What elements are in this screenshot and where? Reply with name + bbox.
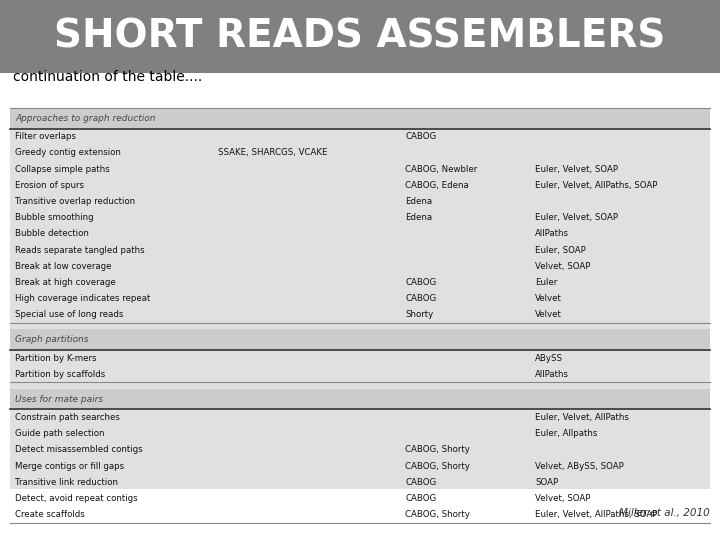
Text: Edena: Edena — [405, 213, 433, 222]
Text: CABOG: CABOG — [405, 494, 436, 503]
Text: Merge contigs or fill gaps: Merge contigs or fill gaps — [15, 462, 125, 470]
Text: Break at low coverage: Break at low coverage — [15, 262, 112, 271]
Text: Euler, Velvet, AllPaths, SOAP: Euler, Velvet, AllPaths, SOAP — [535, 181, 657, 190]
Text: continuation of the table....: continuation of the table.... — [13, 70, 202, 84]
Text: Euler, Allpaths: Euler, Allpaths — [535, 429, 598, 438]
Text: Euler, Velvet, SOAP: Euler, Velvet, SOAP — [535, 165, 618, 173]
Text: Uses for mate pairs: Uses for mate pairs — [15, 395, 103, 403]
Text: CABOG: CABOG — [405, 278, 436, 287]
Text: Transitive overlap reduction: Transitive overlap reduction — [15, 197, 135, 206]
Text: CABOG: CABOG — [405, 478, 436, 487]
Text: CABOG, Edena: CABOG, Edena — [405, 181, 469, 190]
Text: Filter overlaps: Filter overlaps — [15, 132, 76, 141]
Text: Create scaffolds: Create scaffolds — [15, 510, 85, 519]
Text: CABOG: CABOG — [405, 132, 436, 141]
Text: Detect, avoid repeat contigs: Detect, avoid repeat contigs — [15, 494, 138, 503]
Text: Euler, Velvet, SOAP: Euler, Velvet, SOAP — [535, 213, 618, 222]
Text: Guide path selection: Guide path selection — [15, 429, 104, 438]
Text: Transitive link reduction: Transitive link reduction — [15, 478, 118, 487]
Text: Bubble detection: Bubble detection — [15, 230, 89, 238]
Text: Edena: Edena — [405, 197, 433, 206]
Text: AllPaths: AllPaths — [535, 370, 569, 379]
Text: Reads separate tangled paths: Reads separate tangled paths — [15, 246, 145, 254]
Text: SOAP: SOAP — [535, 478, 558, 487]
Text: Velvet, SOAP: Velvet, SOAP — [535, 494, 590, 503]
Text: Detect misassembled contigs: Detect misassembled contigs — [15, 446, 143, 454]
Text: Velvet, SOAP: Velvet, SOAP — [535, 262, 590, 271]
Text: Greedy contig extension: Greedy contig extension — [15, 148, 121, 157]
Text: Special use of long reads: Special use of long reads — [15, 310, 124, 319]
Text: SSAKE, SHARCGS, VCAKE: SSAKE, SHARCGS, VCAKE — [218, 148, 328, 157]
Text: Collapse simple paths: Collapse simple paths — [15, 165, 110, 173]
Text: Break at high coverage: Break at high coverage — [15, 278, 116, 287]
Text: Shorty: Shorty — [405, 310, 433, 319]
Text: Erosion of spurs: Erosion of spurs — [15, 181, 84, 190]
Bar — [10, 108, 710, 489]
Text: Partition by K-mers: Partition by K-mers — [15, 354, 96, 362]
Text: Euler: Euler — [535, 278, 557, 287]
Bar — [10, 108, 710, 129]
Text: Miller et al., 2010: Miller et al., 2010 — [619, 508, 710, 518]
Text: Partition by scaffolds: Partition by scaffolds — [15, 370, 105, 379]
Bar — [0, 0, 720, 73]
Text: Velvet, ABySS, SOAP: Velvet, ABySS, SOAP — [535, 462, 624, 470]
Text: Graph partitions: Graph partitions — [15, 335, 89, 344]
Text: Constrain path searches: Constrain path searches — [15, 413, 120, 422]
Text: SHORT READS ASSEMBLERS: SHORT READS ASSEMBLERS — [54, 17, 666, 56]
Text: ABySS: ABySS — [535, 354, 563, 362]
Text: Bubble smoothing: Bubble smoothing — [15, 213, 94, 222]
Text: CABOG, Shorty: CABOG, Shorty — [405, 446, 470, 454]
Bar — [10, 389, 710, 409]
Text: Approaches to graph reduction: Approaches to graph reduction — [15, 114, 156, 123]
Text: Euler, SOAP: Euler, SOAP — [535, 246, 585, 254]
Bar — [10, 329, 710, 350]
Text: CABOG, Newbler: CABOG, Newbler — [405, 165, 477, 173]
Text: Euler, Velvet, AllPaths, SOAP: Euler, Velvet, AllPaths, SOAP — [535, 510, 657, 519]
Text: Velvet: Velvet — [535, 310, 562, 319]
Text: CABOG: CABOG — [405, 294, 436, 303]
Text: Velvet: Velvet — [535, 294, 562, 303]
Text: High coverage indicates repeat: High coverage indicates repeat — [15, 294, 150, 303]
Text: AllPaths: AllPaths — [535, 230, 569, 238]
Text: CABOG, Shorty: CABOG, Shorty — [405, 510, 470, 519]
Text: CABOG, Shorty: CABOG, Shorty — [405, 462, 470, 470]
Text: Euler, Velvet, AllPaths: Euler, Velvet, AllPaths — [535, 413, 629, 422]
